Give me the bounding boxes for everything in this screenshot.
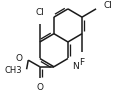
Text: Cl: Cl [104, 1, 112, 10]
Text: CH3: CH3 [5, 66, 22, 75]
Text: Cl: Cl [35, 8, 44, 17]
Text: O: O [16, 54, 22, 63]
Text: N: N [72, 62, 79, 71]
Text: F: F [79, 58, 85, 68]
Text: O: O [36, 83, 43, 92]
